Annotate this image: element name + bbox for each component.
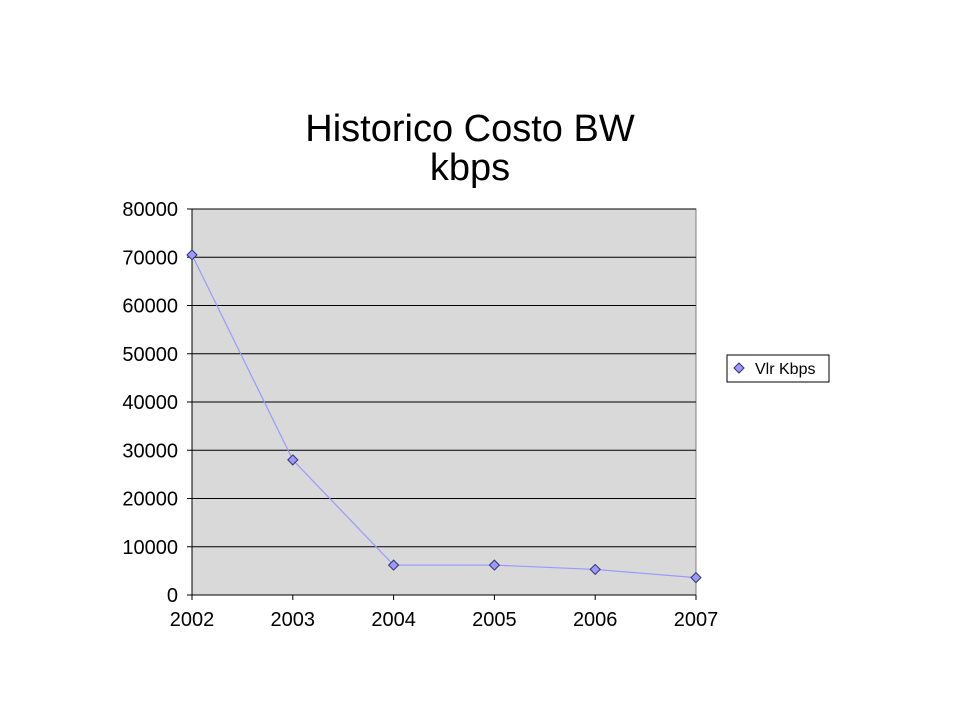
y-tick-label: 60000 [122,296,178,318]
x-tick-label: 2002 [170,609,215,631]
chart-title-line-1: Historico Costo BW [305,108,635,150]
data-point-2003 [287,454,299,466]
y-tick-label: 40000 [122,392,178,414]
y-tick-label: 30000 [122,440,178,462]
y-tick-label: 80000 [122,199,178,221]
y-tick-label: 0 [167,585,178,607]
data-point-2004 [387,559,400,571]
series-layer [186,249,702,584]
legend-marker-diamond-icon [733,362,745,374]
y-axis: 0 10000 20000 30000 40000 50000 60000 70000 8000… [122,199,193,607]
gridlines [192,208,696,548]
x-tick-label: 2005 [472,609,517,631]
y-tick-label: 50000 [122,344,178,366]
x-tick-label: 2003 [271,609,316,631]
x-tick-label: 2004 [371,609,416,631]
y-tick-label: 70000 [122,247,178,269]
series-line [191,254,697,579]
y-tick-label: 20000 [122,489,178,511]
data-point-2006 [589,563,601,576]
x-tick-label: 2007 [674,609,719,631]
chart-title-line-2: kbps [430,147,510,189]
data-point-2005 [488,559,501,571]
y-tick-label: 10000 [122,537,178,559]
x-tick-label: 2006 [573,609,618,631]
data-point-2002 [186,249,198,261]
legend-label: Vlr Kbps [755,361,815,378]
legend: Vlr Kbps [726,354,830,383]
data-point-2007 [690,571,702,584]
x-axis: 2002 2003 2004 2005 2006 2007 [170,594,719,631]
